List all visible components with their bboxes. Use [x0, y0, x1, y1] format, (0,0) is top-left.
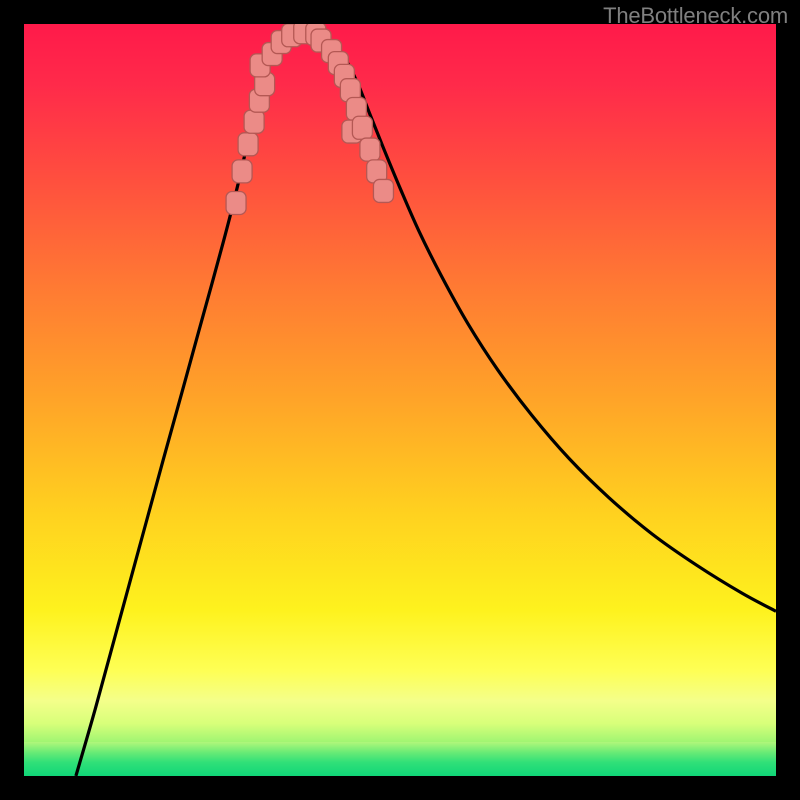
- curve-marker: [360, 138, 380, 161]
- curve-marker: [352, 116, 372, 139]
- chart-svg-layer: [24, 24, 776, 776]
- curve-markers-group: [226, 24, 393, 214]
- bottleneck-curve: [76, 32, 776, 776]
- curve-marker: [373, 179, 393, 202]
- chart-plot-area: [24, 24, 776, 776]
- curve-marker: [226, 191, 246, 214]
- curve-marker: [232, 160, 252, 183]
- curve-marker: [244, 110, 264, 133]
- curve-marker: [238, 133, 258, 156]
